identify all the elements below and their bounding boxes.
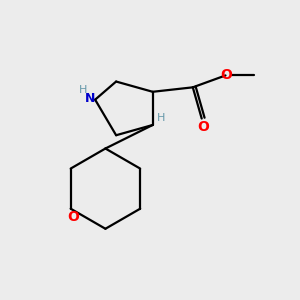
Text: O: O	[220, 68, 232, 82]
Text: H: H	[157, 113, 165, 123]
Text: O: O	[197, 120, 209, 134]
Text: N: N	[85, 92, 95, 105]
Text: O: O	[67, 210, 79, 224]
Text: H: H	[79, 85, 87, 95]
